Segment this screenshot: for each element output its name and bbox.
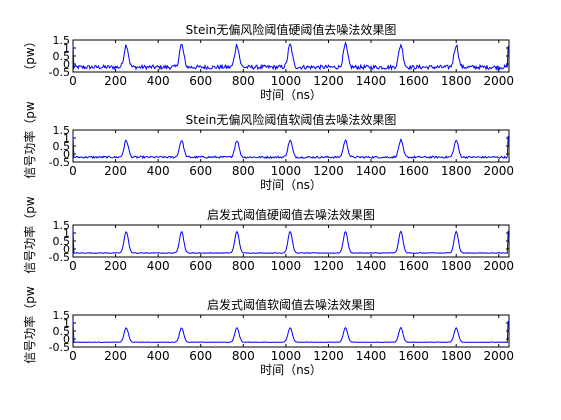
y-tick-label: 1.5 (53, 309, 71, 322)
signal-line-2 (72, 134, 509, 160)
x-tick-label: 200 (104, 259, 127, 273)
y-tick-label: 1.5 (53, 34, 71, 47)
x-tick-label: 800 (232, 74, 255, 88)
x-tick-label: 400 (147, 164, 170, 178)
y-axis-label-2: 信号功率（pw (22, 101, 37, 179)
chart-title-4: 启发式阈值软阈值去噪法效果图 (207, 297, 375, 312)
y-tick-label: 1.5 (53, 219, 71, 232)
x-tick-label: 2000 (484, 74, 515, 88)
x-tick-label: 1400 (356, 259, 387, 273)
x-tick-label: 600 (189, 259, 212, 273)
x-tick-label: 800 (232, 164, 255, 178)
chart-title-3: 启发式阈值硬阈值去噪法效果图 (207, 207, 375, 222)
x-tick-label: 1000 (271, 164, 302, 178)
x-axis-label-2: 时间（ns） (260, 178, 322, 192)
x-tick-label: 1600 (398, 259, 429, 273)
y-tick-label: 0.5 (53, 235, 71, 248)
x-tick-label: 1400 (356, 349, 387, 363)
x-tick-label: 800 (232, 349, 255, 363)
y-tick-label: 1 (63, 42, 70, 55)
y-tick-label: 0 (63, 243, 70, 256)
y-tick-label: 0 (63, 148, 70, 161)
x-axis-label-4: 时间（ns） (260, 363, 322, 377)
y-axis-label-4: 信号功率（pw (22, 286, 37, 364)
y-tick-label: 0 (63, 58, 70, 71)
x-tick-label: 400 (147, 259, 170, 273)
signal-line-1 (72, 41, 509, 72)
x-tick-label: 200 (104, 164, 127, 178)
y-axis-label-1: （pw） (23, 35, 37, 76)
chart-title-2: Stein无偏风险阈值软阈值去噪法效果图 (186, 112, 397, 127)
x-tick-label: 2000 (484, 164, 515, 178)
x-tick-label: 400 (147, 349, 170, 363)
x-tick-label: 0 (69, 259, 77, 273)
y-tick-label: 1.5 (53, 124, 71, 137)
x-tick-label: 200 (104, 74, 127, 88)
x-tick-label: 2000 (484, 349, 515, 363)
y-tick-label: -0.5 (49, 341, 70, 354)
x-tick-label: 1000 (271, 349, 302, 363)
x-tick-label: 0 (69, 164, 77, 178)
signal-line-4 (72, 319, 509, 344)
x-tick-label: 400 (147, 74, 170, 88)
y-tick-label: -0.5 (49, 66, 70, 79)
x-tick-label: 800 (232, 259, 255, 273)
y-tick-label: -0.5 (49, 156, 70, 169)
x-tick-label: 1600 (398, 164, 429, 178)
x-tick-label: 1200 (313, 74, 344, 88)
y-tick-label: 1 (63, 227, 70, 240)
x-tick-label: 600 (189, 74, 212, 88)
x-tick-label: 0 (69, 349, 77, 363)
x-tick-label: 1800 (441, 164, 472, 178)
y-tick-label: 0.5 (53, 140, 71, 153)
x-tick-label: 600 (189, 349, 212, 363)
y-tick-label: 1 (63, 317, 70, 330)
axes-frame-3 (72, 224, 510, 258)
x-tick-label: 1200 (313, 349, 344, 363)
y-tick-label: 1 (63, 132, 70, 145)
x-tick-label: 1400 (356, 164, 387, 178)
x-tick-label: 1000 (271, 259, 302, 273)
y-axis-label-3: 信号功率（pw (22, 196, 37, 274)
y-tick-label: 0 (63, 333, 70, 346)
x-tick-label: 1200 (313, 259, 344, 273)
y-tick-label: -0.5 (49, 251, 70, 264)
x-tick-label: 0 (69, 74, 77, 88)
x-tick-label: 1800 (441, 349, 472, 363)
y-tick-label: 0.5 (53, 50, 71, 63)
x-tick-label: 600 (189, 164, 212, 178)
x-tick-label: 1600 (398, 349, 429, 363)
x-tick-label: 1800 (441, 74, 472, 88)
x-tick-label: 1000 (271, 74, 302, 88)
x-tick-label: 1200 (313, 164, 344, 178)
chart-title-1: Stein无偏风险阈值硬阈值去噪法效果图 (186, 22, 397, 37)
x-tick-label: 1400 (356, 74, 387, 88)
x-axis-label-1: 时间（ns） (260, 88, 322, 102)
x-tick-label: 1800 (441, 259, 472, 273)
x-tick-label: 1600 (398, 74, 429, 88)
x-tick-label: 2000 (484, 259, 515, 273)
signal-line-3 (72, 229, 509, 254)
y-tick-label: 0.5 (53, 325, 71, 338)
x-tick-label: 200 (104, 349, 127, 363)
